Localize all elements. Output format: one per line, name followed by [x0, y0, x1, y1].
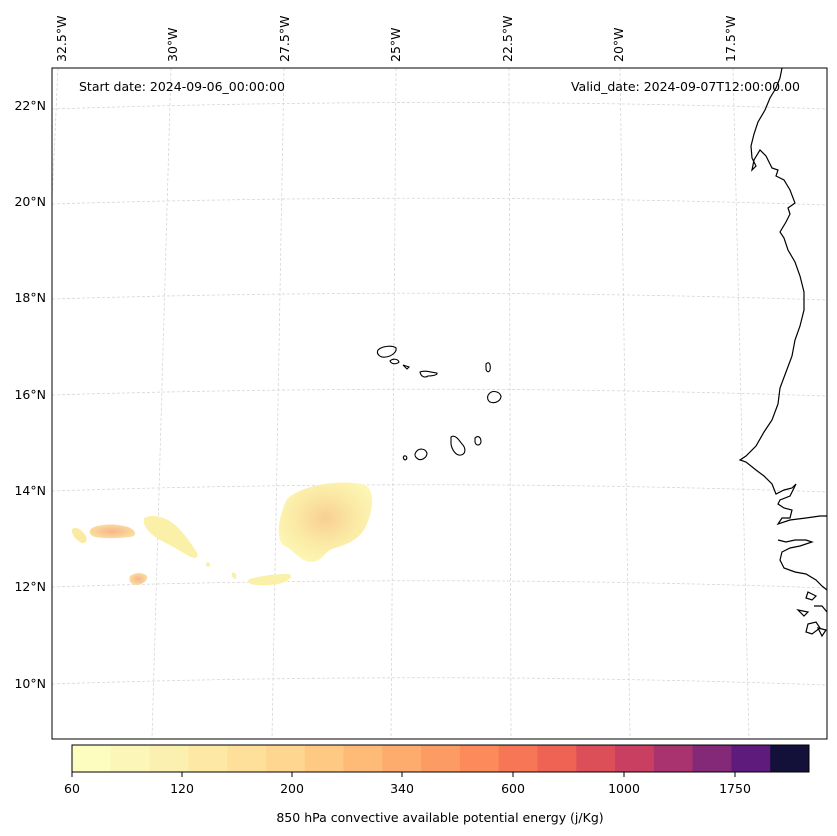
lat-label-16n: 16°N: [14, 387, 46, 402]
colorbar-cell: [421, 745, 461, 772]
colorbar-cell: [498, 745, 538, 772]
colorbar-border: [71, 744, 810, 773]
map-frame-border: [51, 67, 828, 740]
island-sao-nicolau: [419, 370, 438, 378]
island-brava: [402, 455, 408, 461]
cape-speck-2: [231, 572, 237, 579]
colorbar-cell: [615, 745, 655, 772]
colorbar-tick-600: 600: [501, 781, 525, 796]
valid-date-label: Valid_date: 2024-09-07T12:00:00.00: [571, 79, 800, 94]
cape-blob-south: [247, 574, 291, 586]
colorbar-tick-1750: 1750: [719, 781, 751, 796]
colorbar-cell: [227, 745, 267, 772]
cape-blob-small: [129, 573, 148, 585]
colorbar-cell: [459, 745, 500, 772]
coast-west-sahara-senegal: [738, 67, 827, 526]
graticule: [51, 67, 828, 740]
meridian-17-5w: [732, 67, 750, 740]
lat-label-22n: 22°N: [14, 98, 46, 113]
meridian-20w: [619, 67, 631, 740]
lat-label-14n: 14°N: [14, 483, 46, 498]
parallel-14n: [51, 484, 828, 493]
lat-label-20n: 20°N: [14, 194, 46, 209]
meridian-32-5w: [51, 67, 59, 201]
lon-label-27-5w: 27.5°W: [277, 16, 292, 62]
colorbar-cell: [576, 745, 616, 772]
parallel-10n: [51, 677, 828, 686]
cape-blob-far-west: [71, 527, 87, 544]
meridian-30w: [151, 67, 172, 740]
colorbar-cell: [110, 745, 151, 772]
parallel-18n: [51, 292, 828, 301]
colorbar-cell: [72, 745, 112, 772]
island-maio: [474, 436, 482, 446]
lat-label-12n: 12°N: [14, 579, 46, 594]
colorbar-cells: [72, 745, 810, 772]
coast-guinea-islands: [805, 605, 828, 638]
start-date-label: Start date: 2024-09-06_00:00:00: [79, 79, 285, 94]
island-sal: [485, 362, 491, 373]
coast-bissagos-2: [796, 609, 810, 617]
longitude-labels: 32.5°W 30°W 27.5°W 25°W 22.5°W 20°W 17.5…: [54, 16, 738, 62]
colorbar-cell: [265, 745, 306, 772]
island-boa-vista: [487, 391, 502, 404]
colorbar-cell: [692, 745, 732, 772]
colorbar-tick-200: 200: [280, 781, 304, 796]
colorbar-tick-1000: 1000: [608, 781, 640, 796]
colorbar-cell: [382, 745, 422, 772]
cape-blob-west: [143, 516, 198, 558]
cape-field: [71, 482, 373, 586]
island-fogo: [414, 448, 428, 461]
colorbar-cell: [537, 745, 577, 772]
cape-speck-1: [205, 562, 211, 567]
meridian-22-5w: [508, 67, 512, 740]
parallel-20n: [51, 197, 828, 206]
colorbar-tick-120: 120: [170, 781, 194, 796]
latitude-labels: 22°N 20°N 18°N 16°N 14°N 12°N 10°N: [14, 98, 46, 691]
coast-bissagos-1: [805, 591, 818, 601]
colorbar-cell: [343, 745, 383, 772]
lon-label-20w: 20°W: [611, 27, 626, 62]
lon-label-30w: 30°W: [165, 27, 180, 62]
coast-gambia-guinea: [777, 539, 828, 591]
colorbar-ticks: 60 120 200 340 600 1000 1750: [64, 772, 751, 796]
colorbar-cell: [770, 745, 810, 772]
meridian-25w: [390, 67, 397, 740]
lon-label-25w: 25°W: [388, 27, 403, 62]
meridian-27-5w: [271, 67, 285, 740]
colorbar-cell: [653, 745, 694, 772]
cape-blob-main: [278, 482, 373, 562]
lon-label-17-5w: 17.5°W: [723, 16, 738, 62]
colorbar-cell: [731, 745, 771, 772]
island-santo-antao: [376, 345, 397, 358]
parallel-16n: [51, 388, 828, 397]
lon-label-22-5w: 22.5°W: [500, 16, 515, 62]
lat-label-10n: 10°N: [14, 676, 46, 691]
parallel-22n: [51, 102, 828, 110]
island-santiago: [450, 435, 466, 456]
colorbar-title: 850 hPa convective available potential e…: [276, 810, 603, 825]
parallel-12n: [51, 580, 828, 589]
island-santa-luzia: [402, 364, 411, 370]
colorbar-tick-60: 60: [64, 781, 80, 796]
island-sao-vicente: [389, 358, 400, 365]
african-coastline: [738, 67, 828, 638]
lon-label-32-5w: 32.5°W: [54, 16, 69, 62]
colorbar-cell: [149, 745, 189, 772]
colorbar-cell: [188, 745, 228, 772]
colorbar-tick-340: 340: [390, 781, 414, 796]
cape-verde-islands: [376, 345, 502, 461]
colorbar-cell: [304, 745, 345, 772]
map-panel: [51, 67, 828, 740]
lat-label-18n: 18°N: [14, 290, 46, 305]
colorbar: 60 120 200 340 600 1000 1750 850 hPa con…: [64, 744, 810, 825]
cape-blob-band: [89, 524, 136, 539]
